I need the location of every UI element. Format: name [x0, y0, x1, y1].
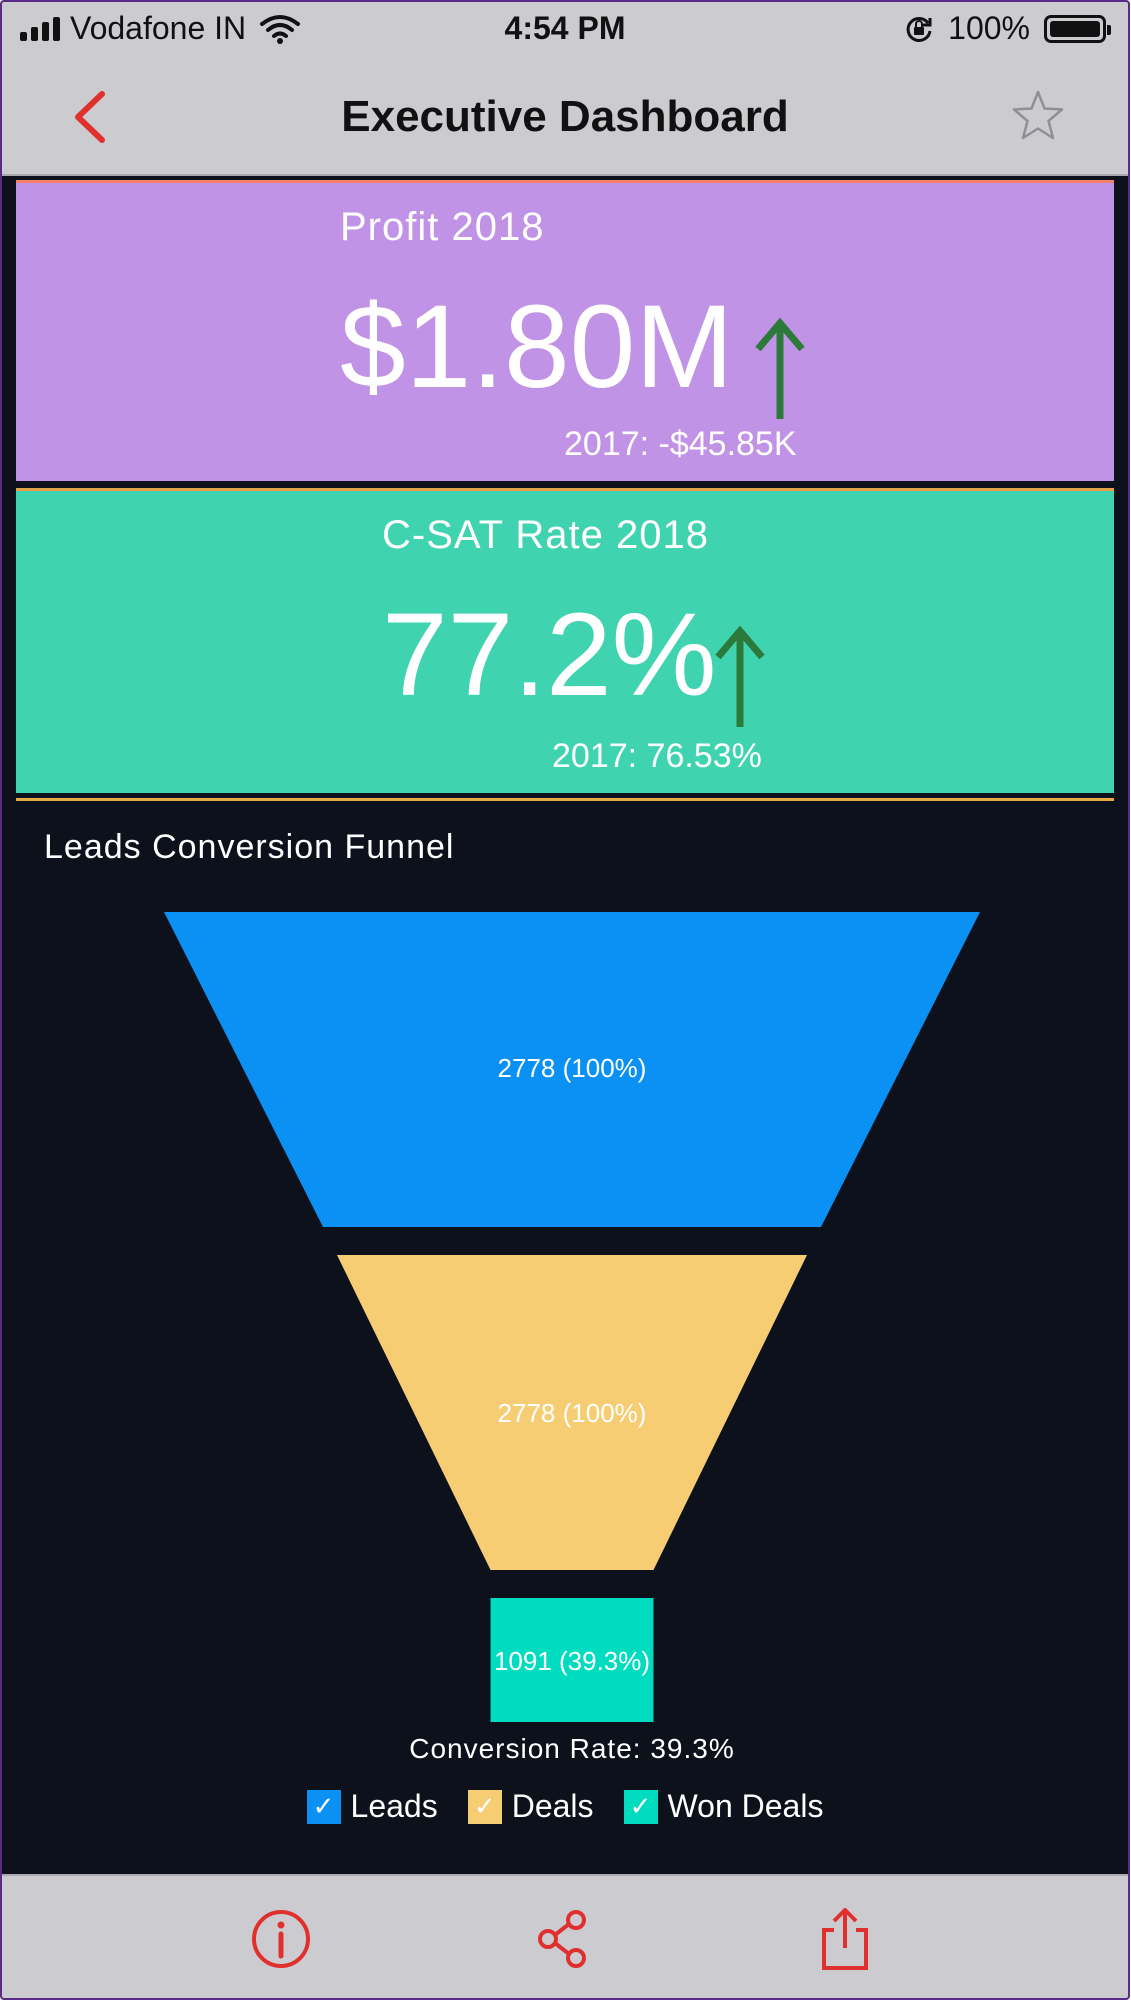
- battery-percent: 100%: [948, 10, 1030, 46]
- csat-kpi-card[interactable]: C-SAT Rate 2018 77.2% 2017: 76.53%: [16, 488, 1114, 793]
- kpi-value: 77.2%: [382, 589, 717, 721]
- kpi-previous: 2017: -$45.85K: [564, 425, 797, 463]
- checkbox-checked-icon[interactable]: ✓: [467, 1789, 502, 1824]
- funnel-data-label: 2778 (100%): [498, 1398, 647, 1428]
- nav-bar: Executive Dashboard: [2, 60, 1128, 174]
- bottom-toolbar: [2, 1874, 1128, 1998]
- legend-item-deals[interactable]: ✓ Deals: [467, 1788, 594, 1825]
- funnel-data-label: 2778 (100%): [498, 1053, 647, 1083]
- legend-label: Deals: [511, 1788, 594, 1824]
- orientation-lock-icon: [906, 16, 932, 42]
- kpi-value: $1.80M: [340, 281, 734, 413]
- profit-kpi-card[interactable]: Profit 2018 $1.80M 2017: -$45.85K: [16, 180, 1114, 481]
- trend-up-arrow-icon: [715, 625, 765, 727]
- signal-icon: [20, 16, 60, 41]
- card-divider: [16, 798, 1114, 801]
- funnel-data-label: 1091 (39.3%): [494, 1646, 650, 1676]
- wifi-icon: [260, 14, 301, 44]
- chart-title: Leads Conversion Funnel: [44, 828, 455, 866]
- top-bar: Vodafone IN 4:54 PM 100%: [2, 2, 1128, 176]
- trend-up-arrow-icon: [755, 317, 805, 419]
- share-network-icon[interactable]: [528, 1904, 598, 1974]
- info-icon[interactable]: [246, 1904, 316, 1974]
- checkbox-checked-icon[interactable]: ✓: [623, 1789, 658, 1824]
- status-right: 100%: [904, 10, 1111, 47]
- page-title: Executive Dashboard: [341, 92, 789, 141]
- legend-label: Won Deals: [667, 1788, 824, 1824]
- status-bar: Vodafone IN 4:54 PM 100%: [2, 2, 1128, 60]
- funnel-segment-deals[interactable]: [337, 1255, 807, 1570]
- funnel-chart: 2778 (100%) 2778 (100%) 1091 (39.3%) Conver…: [164, 912, 980, 1762]
- chart-legend: ✓ Leads ✓ Deals ✓ Won Deals: [2, 1788, 1128, 1825]
- back-chevron-icon[interactable]: [64, 84, 124, 150]
- conversion-rate-label: Conversion Rate: 39.3%: [409, 1733, 735, 1762]
- checkbox-checked-icon[interactable]: ✓: [306, 1789, 341, 1824]
- status-left: Vodafone IN: [20, 10, 301, 47]
- legend-item-leads[interactable]: ✓ Leads: [306, 1788, 438, 1825]
- export-icon[interactable]: [810, 1904, 880, 1974]
- carrier-name: Vodafone IN: [70, 10, 247, 46]
- favorite-star-icon[interactable]: [1010, 88, 1066, 144]
- kpi-title: C-SAT Rate 2018: [382, 513, 710, 557]
- battery-icon: [1044, 14, 1111, 43]
- funnel-segment-leads[interactable]: [164, 912, 980, 1227]
- funnel-segment-won-deals[interactable]: [490, 1598, 654, 1722]
- kpi-previous: 2017: 76.53%: [552, 737, 762, 775]
- status-time: 4:54 PM: [504, 10, 626, 46]
- legend-label: Leads: [350, 1788, 438, 1824]
- kpi-title: Profit 2018: [340, 205, 545, 249]
- legend-item-won-deals[interactable]: ✓ Won Deals: [623, 1788, 824, 1825]
